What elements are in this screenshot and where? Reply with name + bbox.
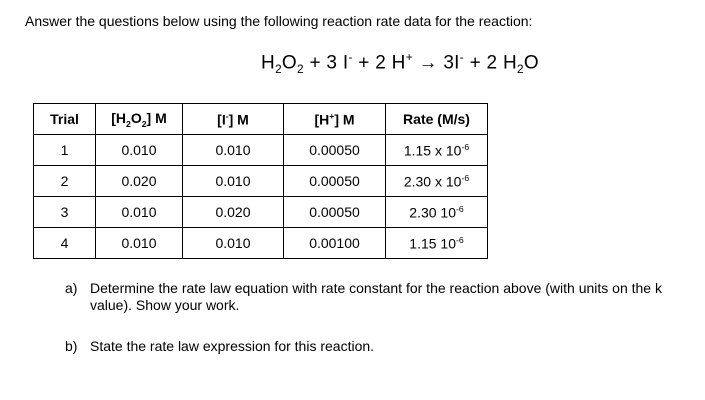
question-b-label: b) (65, 338, 78, 354)
cell-rate: 2.30 10-6 (385, 196, 488, 228)
cell-trial: 1 (33, 134, 96, 166)
cell-trial: 3 (33, 196, 96, 228)
cell-h2o2: 0.010 (95, 134, 183, 166)
col-header-rate: Rate (M/s) (385, 103, 488, 135)
question-b: b) State the rate law expression for thi… (65, 338, 374, 355)
table-row: 4 0.010 0.010 0.00100 1.15 10-6 (33, 227, 488, 259)
cell-iodide: 0.020 (182, 196, 284, 228)
cell-hplus: 0.00050 (283, 196, 386, 228)
cell-rate: 1.15 x 10-6 (385, 134, 488, 166)
table-row: 1 0.010 0.010 0.00050 1.15 x 10-6 (33, 134, 488, 166)
reaction-equation: H2O2 + 3 I- + 2 H+ → 3I- + 2 H2O (261, 51, 539, 77)
cell-iodide: 0.010 (182, 227, 284, 259)
question-a-line2: value). Show your work. (90, 297, 240, 313)
cell-rate: 2.30 x 10-6 (385, 165, 488, 197)
table-row: 3 0.010 0.020 0.00050 2.30 10-6 (33, 196, 488, 228)
question-a-line1: Determine the rate law equation with rat… (90, 280, 662, 296)
cell-hplus: 0.00100 (283, 227, 386, 259)
cell-h2o2: 0.010 (95, 196, 183, 228)
cell-trial: 4 (33, 227, 96, 259)
reaction-rate-table: Trial [H2O2] M [I-] M [H+] M Rate (M/s) … (33, 103, 488, 259)
intro-text: Answer the questions below using the fol… (25, 13, 533, 29)
col-header-hplus: [H+] M (283, 103, 386, 135)
col-header-trial: Trial (33, 103, 96, 135)
table-row: 2 0.020 0.010 0.00050 2.30 x 10-6 (33, 165, 488, 197)
cell-trial: 2 (33, 165, 96, 197)
col-header-h2o2: [H2O2] M (95, 103, 183, 135)
question-b-text: State the rate law expression for this r… (90, 338, 375, 354)
cell-hplus: 0.00050 (283, 165, 386, 197)
cell-rate: 1.15 10-6 (385, 227, 488, 259)
cell-h2o2: 0.010 (95, 227, 183, 259)
cell-hplus: 0.00050 (283, 134, 386, 166)
question-a-label: a) (65, 280, 78, 296)
cell-h2o2: 0.020 (95, 165, 183, 197)
question-a-text: Determine the rate law equation with rat… (90, 280, 662, 314)
question-a: a) Determine the rate law equation with … (65, 280, 662, 314)
col-header-iodide: [I-] M (182, 103, 284, 135)
cell-iodide: 0.010 (182, 134, 284, 166)
cell-iodide: 0.010 (182, 165, 284, 197)
table-header-row: Trial [H2O2] M [I-] M [H+] M Rate (M/s) (33, 103, 488, 135)
